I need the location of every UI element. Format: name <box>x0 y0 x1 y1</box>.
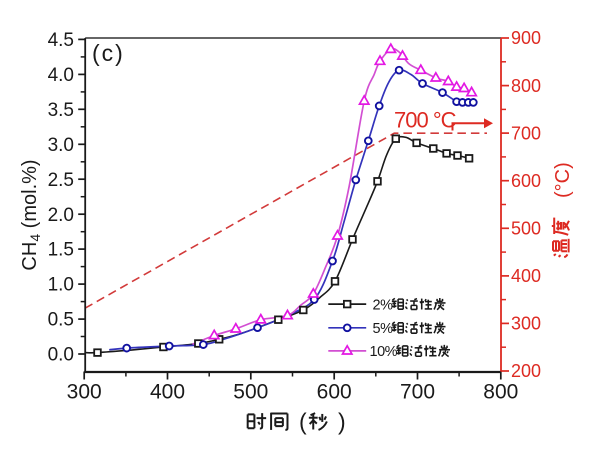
svg-text:700: 700 <box>511 123 541 143</box>
svg-text:800: 800 <box>483 381 518 404</box>
svg-text:2%: 2% <box>373 297 394 313</box>
svg-text:1.5: 1.5 <box>48 240 74 261</box>
svg-text:2.0: 2.0 <box>48 205 74 226</box>
svg-text:CH4 (mol.%): CH4 (mol.%) <box>19 159 43 270</box>
svg-text:700 °C: 700 °C <box>394 108 457 133</box>
svg-text:(c): (c) <box>92 40 125 66</box>
svg-text:900: 900 <box>511 28 541 48</box>
svg-text:(°C): (°C) <box>552 162 574 198</box>
svg-text:500: 500 <box>511 219 541 239</box>
svg-text:400: 400 <box>511 266 541 286</box>
svg-text:200: 200 <box>511 361 541 381</box>
svg-text:5%: 5% <box>373 321 394 337</box>
svg-text:0.5: 0.5 <box>48 310 74 331</box>
svg-text:4.0: 4.0 <box>48 65 74 86</box>
svg-text:300: 300 <box>511 314 541 334</box>
svg-text:700: 700 <box>400 381 435 404</box>
svg-text:600: 600 <box>317 381 352 404</box>
svg-text:2.5: 2.5 <box>48 170 74 191</box>
svg-text:10%: 10% <box>370 344 398 360</box>
svg-text:(: ( <box>299 409 307 435</box>
svg-text:300: 300 <box>67 381 102 404</box>
svg-text:3.5: 3.5 <box>48 100 74 121</box>
svg-text:0.0: 0.0 <box>48 345 74 366</box>
svg-text:1.0: 1.0 <box>48 275 74 296</box>
svg-text:3.0: 3.0 <box>48 135 74 156</box>
svg-text:500: 500 <box>233 381 268 404</box>
svg-text:): ) <box>338 409 346 435</box>
svg-text:400: 400 <box>150 381 185 404</box>
svg-text:4.5: 4.5 <box>48 30 74 51</box>
svg-text:800: 800 <box>511 76 541 96</box>
svg-text:600: 600 <box>511 171 541 191</box>
